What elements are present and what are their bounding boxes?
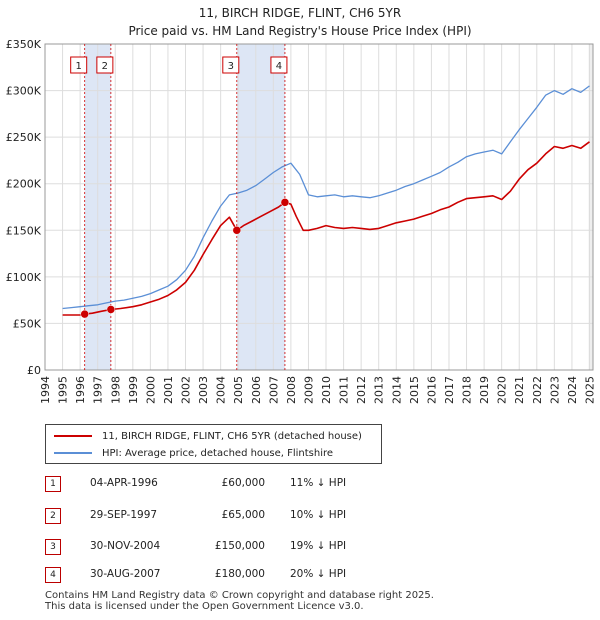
x-tick-label: 2018 bbox=[461, 376, 474, 404]
y-tick-label: £150K bbox=[6, 224, 42, 237]
table-row: 2 29-SEP-1997 £65,000 10% ↓ HPI bbox=[45, 508, 375, 524]
sale-point bbox=[232, 226, 242, 235]
transaction-date: 29-SEP-1997 bbox=[90, 509, 158, 521]
x-tick-label: 2011 bbox=[338, 376, 351, 404]
sale-marker-number: 3 bbox=[228, 61, 234, 72]
x-tick-label: 2007 bbox=[267, 376, 280, 404]
transaction-price: £60,000 bbox=[221, 477, 265, 489]
transaction-price: £150,000 bbox=[214, 540, 265, 552]
x-tick-label: 2009 bbox=[302, 376, 315, 404]
footer-line2: This data is licensed under the Open Gov… bbox=[45, 601, 364, 612]
legend-item-property: 11, BIRCH RIDGE, FLINT, CH6 5YR (detache… bbox=[54, 428, 362, 444]
x-tick-label: 2010 bbox=[320, 376, 333, 404]
x-tick-label: 2015 bbox=[408, 376, 421, 404]
transaction-hpi-diff: 19% ↓ HPI bbox=[290, 540, 347, 552]
hpi-line bbox=[62, 85, 590, 310]
x-tick-label: 2013 bbox=[373, 376, 386, 404]
price-chart: £0 £50K £100K £150K £200K £250K £300K £350K 1994… bbox=[6, 38, 597, 404]
sale-marker-box bbox=[222, 56, 240, 74]
legend-item-hpi: HPI: Average price, detached house, Flin… bbox=[54, 445, 333, 461]
x-tick-label: 1996 bbox=[74, 376, 87, 404]
chart-title-line1: 11, BIRCH RIDGE, FLINT, CH6 5YR bbox=[198, 6, 402, 20]
x-tick-label: 2019 bbox=[478, 376, 491, 404]
transaction-date: 30-AUG-2007 bbox=[90, 568, 161, 580]
table-row: 1 04-APR-1996 £60,000 11% ↓ HPI bbox=[45, 476, 375, 492]
table-row: 4 30-AUG-2007 £180,000 20% ↓ HPI bbox=[45, 567, 375, 583]
sale-marker-number: 2 bbox=[102, 61, 108, 72]
transaction-hpi-diff: 11% ↓ HPI bbox=[290, 477, 347, 489]
property-price-line bbox=[62, 141, 590, 316]
legend-swatch-property bbox=[54, 435, 92, 437]
x-tick-label: 1994 bbox=[39, 376, 52, 404]
transaction-hpi-diff: 20% ↓ HPI bbox=[290, 568, 347, 580]
chart-title: 11, BIRCH RIDGE, FLINT, CH6 5YR Price pa… bbox=[0, 4, 600, 40]
transaction-marker-badge: 3 bbox=[45, 539, 61, 555]
x-tick-label: 2020 bbox=[496, 376, 509, 404]
transaction-price: £180,000 bbox=[214, 568, 265, 580]
x-tick-label: 1995 bbox=[57, 376, 70, 404]
y-tick-label: £200K bbox=[6, 178, 42, 191]
transaction-marker-badge: 2 bbox=[45, 508, 61, 524]
sale-marker-number: 1 bbox=[76, 61, 82, 72]
x-tick-label: 1997 bbox=[92, 376, 105, 404]
sale-point bbox=[106, 305, 116, 314]
chart-title-line2: Price paid vs. HM Land Registry's House … bbox=[128, 24, 472, 38]
x-tick-label: 2025 bbox=[583, 376, 596, 404]
y-tick-label: £350K bbox=[6, 38, 42, 51]
x-tick-label: 1998 bbox=[109, 376, 122, 404]
sale-marker-box bbox=[70, 56, 88, 74]
transaction-date: 04-APR-1996 bbox=[90, 477, 158, 489]
x-tick-label: 2006 bbox=[250, 376, 263, 404]
sale-points bbox=[80, 198, 290, 319]
x-tick-label: 2023 bbox=[548, 376, 561, 404]
transaction-hpi-diff: 10% ↓ HPI bbox=[290, 509, 347, 521]
y-tick-label: £300K bbox=[6, 85, 42, 98]
y-tick-label: £250K bbox=[6, 131, 42, 144]
x-tick-label: 2003 bbox=[197, 376, 210, 404]
sale-marker-box bbox=[96, 56, 114, 74]
x-tick-label: 2014 bbox=[390, 376, 403, 404]
x-tick-label: 2024 bbox=[566, 376, 579, 404]
x-tick-label: 2004 bbox=[215, 376, 228, 404]
y-tick-label: £100K bbox=[6, 271, 42, 284]
x-tick-label: 2001 bbox=[162, 376, 175, 404]
sale-marker-labels: 1 2 3 4 bbox=[70, 56, 288, 74]
transaction-marker-badge: 4 bbox=[45, 567, 61, 583]
legend: 11, BIRCH RIDGE, FLINT, CH6 5YR (detache… bbox=[45, 424, 382, 464]
footer-attribution: Contains HM Land Registry data © Crown c… bbox=[45, 590, 434, 612]
y-tick-label: £50K bbox=[13, 317, 42, 330]
sale-period-bands bbox=[45, 44, 593, 370]
y-tick-label: £0 bbox=[27, 364, 41, 377]
series-lines bbox=[62, 85, 590, 316]
plot-area bbox=[45, 44, 593, 370]
axes: £0 £50K £100K £150K £200K £250K £300K £350K 1994… bbox=[6, 38, 597, 404]
transaction-date: 30-NOV-2004 bbox=[90, 540, 161, 552]
forecast-region bbox=[588, 44, 593, 370]
sale-marker-number: 4 bbox=[276, 61, 282, 72]
legend-label-hpi: HPI: Average price, detached house, Flin… bbox=[102, 447, 334, 459]
legend-swatch-hpi bbox=[54, 452, 92, 454]
transaction-price: £65,000 bbox=[221, 509, 265, 521]
legend-label-property: 11, BIRCH RIDGE, FLINT, CH6 5YR (detache… bbox=[102, 430, 362, 442]
plot-border bbox=[44, 43, 594, 371]
sale-point bbox=[280, 198, 290, 207]
x-tick-label: 2008 bbox=[285, 376, 298, 404]
sale-point bbox=[80, 309, 89, 319]
x-tick-label: 2021 bbox=[513, 376, 526, 404]
x-tick-label: 2022 bbox=[531, 376, 544, 404]
sale-marker-box bbox=[270, 56, 288, 74]
x-tick-label: 2016 bbox=[425, 376, 438, 404]
x-tick-label: 2005 bbox=[232, 376, 245, 404]
x-tick-label: 1999 bbox=[127, 376, 140, 404]
x-tick-label: 2017 bbox=[443, 376, 456, 404]
x-tick-label: 2012 bbox=[355, 376, 368, 404]
table-row: 3 30-NOV-2004 £150,000 19% ↓ HPI bbox=[45, 539, 375, 555]
transaction-marker-badge: 1 bbox=[45, 476, 61, 492]
x-tick-label: 2002 bbox=[180, 376, 193, 404]
footer-line1: Contains HM Land Registry data © Crown c… bbox=[45, 590, 434, 601]
x-tick-label: 2000 bbox=[144, 376, 157, 404]
